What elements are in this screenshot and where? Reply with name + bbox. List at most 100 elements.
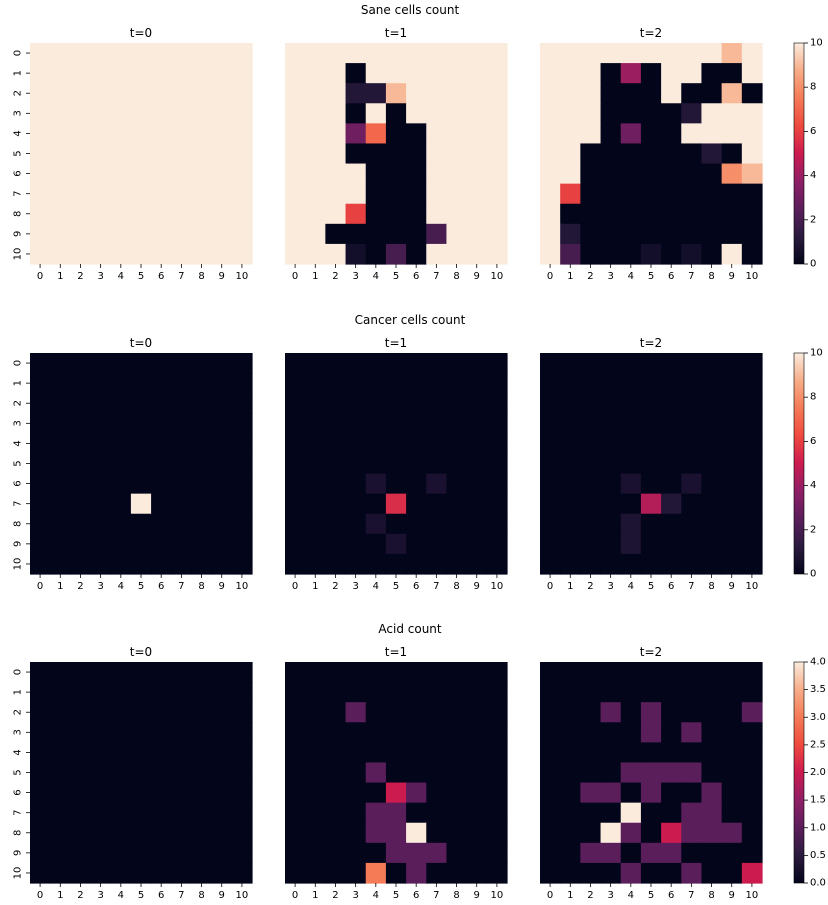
heatmap-cell	[211, 243, 233, 265]
heatmap-cell	[721, 722, 743, 743]
heatmap-cell	[110, 123, 132, 145]
panel-title: t=0	[130, 336, 152, 350]
heatmap-cell	[191, 143, 213, 165]
heatmap-cell	[70, 83, 92, 104]
heatmap-cell	[681, 433, 703, 455]
heatmap-cell	[191, 393, 213, 414]
heatmap-cell	[365, 143, 387, 165]
x-tick-label: 1	[567, 890, 573, 901]
heatmap-cell	[171, 453, 193, 475]
heatmap-cell	[191, 43, 213, 64]
heatmap-cell	[171, 143, 193, 165]
heatmap-cell	[90, 143, 112, 165]
heatmap-cell	[466, 393, 488, 414]
heatmap-cell	[110, 553, 132, 575]
heatmap-cell	[600, 143, 622, 165]
heatmap-cell	[540, 393, 561, 414]
heatmap-cell	[406, 453, 427, 475]
heatmap-cell	[151, 682, 172, 703]
heatmap-cell	[661, 513, 682, 535]
heatmap-cell	[231, 393, 253, 414]
heatmap-cell	[325, 822, 347, 844]
x-tick-label: 0	[292, 581, 298, 592]
y-tick-label: 5	[13, 460, 24, 466]
y-tick-label: 7	[13, 500, 24, 506]
heatmap-cell	[580, 223, 602, 245]
heatmap-cell	[661, 782, 682, 804]
heatmap-cell	[191, 782, 213, 804]
heatmap-cell	[426, 433, 448, 455]
x-tick-label: 9	[729, 271, 735, 282]
heatmap-cell	[171, 393, 193, 414]
heatmap-cell	[345, 862, 367, 884]
heatmap-cell	[211, 413, 233, 434]
heatmap-cell	[446, 802, 468, 824]
heatmap-cell	[620, 433, 642, 455]
heatmap-cell	[580, 762, 602, 784]
heatmap-cell	[620, 662, 642, 683]
x-tick-label: 7	[178, 890, 184, 901]
heatmap-cell	[560, 143, 581, 165]
heatmap-cell	[560, 802, 581, 824]
heatmap-cell	[486, 453, 508, 475]
heatmap-cell	[90, 453, 112, 475]
heatmap-cell	[305, 143, 326, 165]
heatmap-cell	[721, 782, 743, 804]
heatmap-cell	[325, 393, 347, 414]
heatmap-cell	[30, 822, 51, 844]
heatmap-cell	[345, 682, 367, 703]
heatmap-cell	[466, 702, 488, 723]
heatmap-cell	[560, 243, 581, 265]
heatmap-cell	[231, 553, 253, 575]
heatmap-cell	[741, 203, 763, 225]
heatmap-cell	[701, 473, 723, 495]
heatmap-cell	[661, 842, 682, 864]
heatmap-cell	[211, 393, 233, 414]
heatmap-cell	[30, 802, 51, 824]
heatmap-cell	[661, 702, 682, 723]
heatmap-cell	[385, 143, 407, 165]
heatmap-cell	[151, 822, 172, 844]
heatmap-cell	[580, 123, 602, 145]
heatmap-cell	[325, 43, 347, 64]
heatmap-cell	[620, 453, 642, 475]
heatmap-cell	[50, 143, 71, 165]
heatmap-cell	[345, 243, 367, 265]
x-tick-label: 6	[413, 890, 419, 901]
heatmap-cell	[345, 123, 367, 145]
colorbar-tick-label: 6	[810, 436, 816, 447]
heatmap-cell	[325, 183, 347, 205]
heatmap-cell	[30, 782, 51, 804]
x-tick-label: 10	[746, 581, 759, 592]
heatmap-cell	[365, 83, 387, 104]
x-tick-label: 0	[547, 581, 553, 592]
heatmap-cell	[466, 453, 488, 475]
heatmap-cell	[30, 553, 51, 575]
heatmap-cell	[661, 393, 682, 414]
heatmap-cell	[305, 83, 326, 104]
heatmap-cell	[30, 223, 51, 245]
heatmap-cell	[30, 243, 51, 265]
heatmap-cell	[110, 533, 132, 555]
colorbar-tick-label: 2.0	[810, 767, 826, 778]
heatmap-cell	[741, 802, 763, 824]
heatmap-cell	[721, 802, 743, 824]
heatmap-cell	[345, 353, 367, 374]
heatmap-cell	[325, 762, 347, 784]
heatmap-cell	[365, 533, 387, 555]
y-tick-label: 3	[13, 420, 24, 426]
heatmap-cell	[600, 702, 622, 723]
heatmap-cell	[211, 223, 233, 245]
heatmap-cell	[191, 682, 213, 703]
heatmap-cell	[305, 43, 326, 64]
heatmap-cell	[426, 762, 448, 784]
heatmap-cell	[365, 513, 387, 535]
heatmap-cell	[30, 393, 51, 414]
heatmap-cell	[305, 243, 326, 265]
heatmap-cell	[446, 123, 468, 145]
colorbar-tick-label: 4	[810, 480, 816, 491]
heatmap-cell	[661, 473, 682, 495]
y-tick-label: 2	[13, 400, 24, 406]
heatmap-cell	[305, 722, 326, 743]
heatmap-cell	[70, 802, 92, 824]
